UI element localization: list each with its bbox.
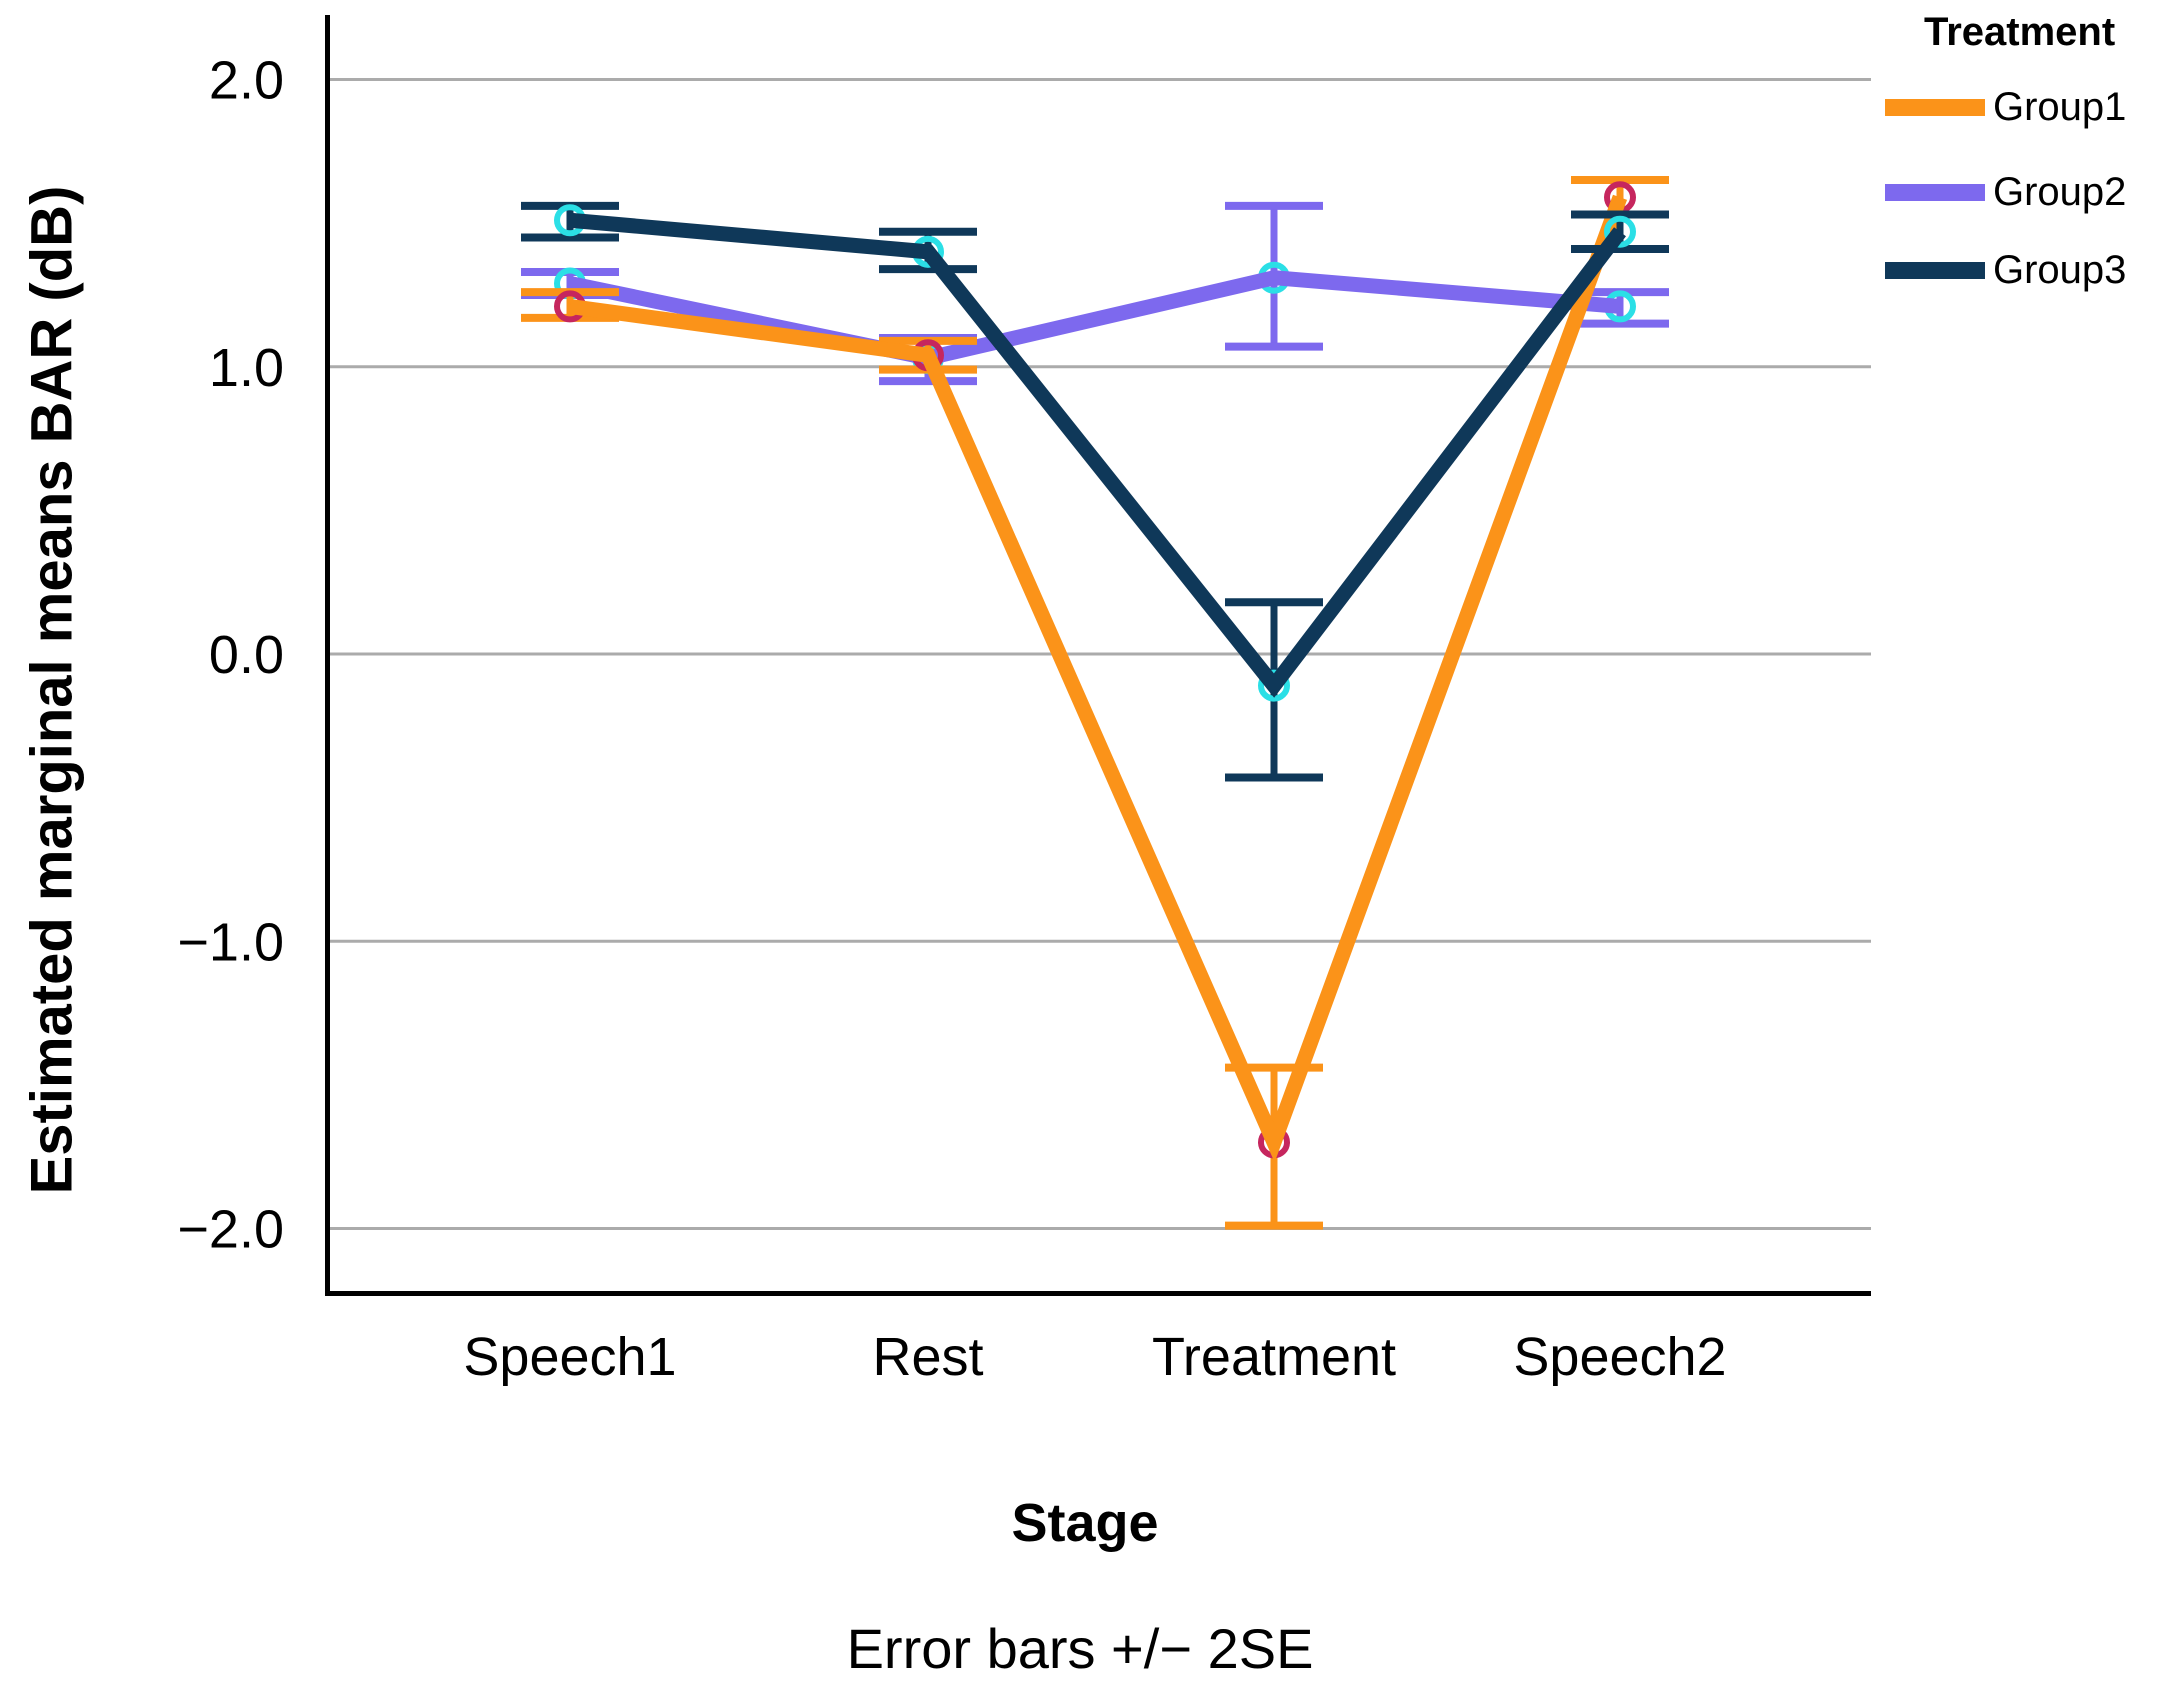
error-bar-footnote: Error bars +/− 2SE — [846, 1617, 1314, 1680]
data-point-marker — [1604, 215, 1636, 248]
series-line-group2 — [568, 270, 1621, 366]
series-line-group3 — [569, 212, 1626, 698]
x-category-label: Speech2 — [1513, 1327, 1726, 1387]
legend-label-group2: Group2 — [1993, 170, 2127, 214]
x-category-label: Speech1 — [463, 1327, 676, 1387]
legend-swatch-group2 — [1885, 183, 1985, 201]
legend-entry-group1: Group1 — [1885, 82, 2126, 132]
series-line-group1 — [568, 194, 1628, 1163]
legend-swatch-group3 — [1885, 261, 1985, 279]
legend-entry-group3: Group3 — [1885, 245, 2126, 295]
legend-label-group3: Group3 — [1993, 248, 2127, 292]
y-tick-label: 2.0 — [209, 51, 284, 111]
y-tick-label: −2.0 — [177, 1200, 284, 1260]
y-tick-label: 1.0 — [209, 338, 284, 398]
x-category-label: Treatment — [1152, 1327, 1396, 1387]
legend-label-group1: Group1 — [1993, 85, 2127, 129]
y-tick-label: −1.0 — [177, 912, 284, 972]
legend: Treatment Group1 Group2 Group3 — [1878, 10, 2160, 292]
legend-swatch-group1 — [1885, 98, 1985, 116]
y-axis-title: Estimated marginal means BAR (dB) — [19, 185, 85, 1195]
x-category-label: Rest — [872, 1327, 983, 1387]
legend-title: Treatment — [1924, 10, 2116, 54]
x-axis-title: Stage — [1011, 1493, 1159, 1553]
legend-entry-group2: Group2 — [1885, 167, 2126, 217]
data-point-marker — [1258, 669, 1290, 702]
y-tick-label: 0.0 — [209, 625, 284, 685]
